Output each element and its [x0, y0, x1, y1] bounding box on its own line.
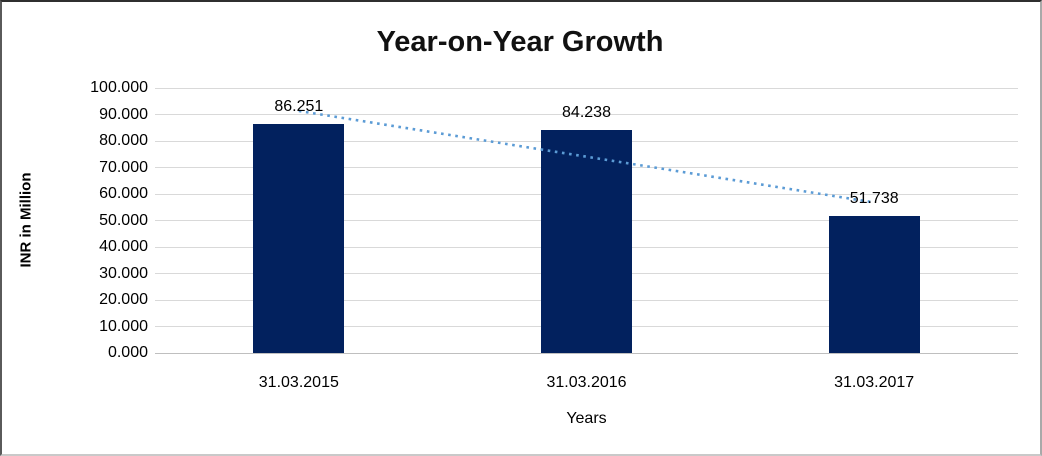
x-axis-title: Years [566, 410, 607, 427]
bar-value-label: 86.251 [274, 98, 324, 116]
y-tick-label: 50.000 [99, 211, 148, 229]
gridline [155, 352, 1018, 354]
gridline [155, 87, 1018, 89]
x-tick-label: 31.03.2015 [258, 374, 339, 391]
y-tick-label: 70.000 [99, 158, 148, 176]
y-axis-title-text: INR in Million [17, 172, 35, 268]
bar [253, 124, 345, 353]
y-tick-label: 0.000 [107, 344, 148, 361]
bar-value-label: 51.738 [849, 189, 899, 207]
y-tick-label: 60.000 [99, 185, 148, 202]
bar [828, 215, 920, 353]
plot-area: 86.251 84.238 51.738 [155, 87, 1018, 354]
y-tick-label: 30.000 [99, 264, 148, 282]
y-tick-label: 20.000 [99, 291, 148, 308]
y-tick-label: 100.000 [90, 79, 148, 96]
bar-value-label: 84.238 [562, 103, 611, 121]
y-tick-label: 10.000 [99, 317, 148, 335]
chart-title: Year-on-Year Growth [376, 26, 664, 58]
x-tick-label: 31.03.2016 [546, 374, 627, 391]
y-tick-label: 80.000 [99, 132, 148, 149]
bar [541, 129, 632, 353]
y-tick-label: 90.000 [99, 105, 148, 123]
x-tick-label: 31.03.2017 [834, 374, 915, 391]
y-tick-label: 40.000 [99, 238, 148, 255]
